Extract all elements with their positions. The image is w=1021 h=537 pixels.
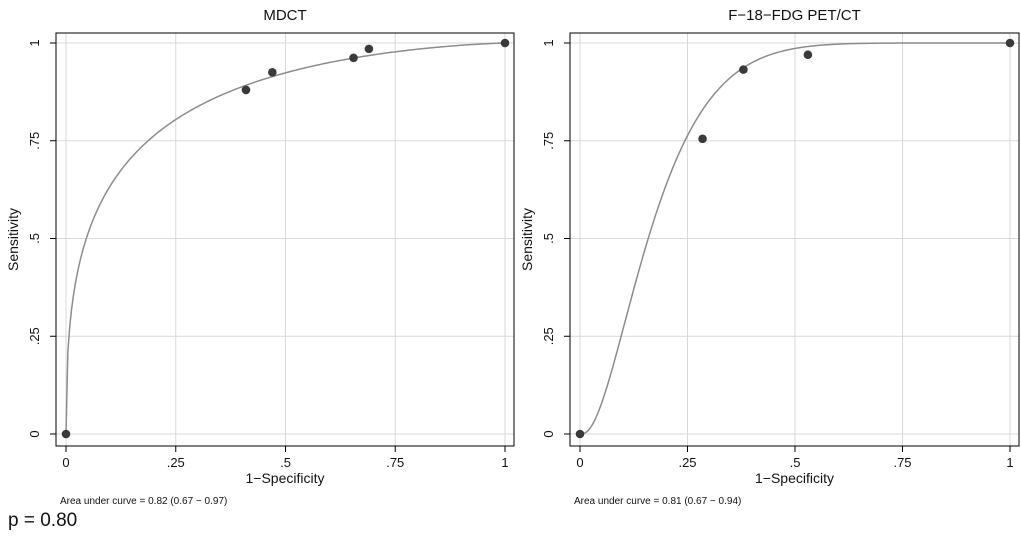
y-tick-label: .5 [27,233,42,244]
y-tick-label: .75 [27,132,42,150]
fitted-roc-curve [579,42,1010,435]
mdct-roc-panel: 0 0 .25 .25 .5 .5 .75 .75 1 1 MDCT 1−Specificity Sen… [5,7,515,507]
roc-point [61,429,71,439]
panel-title: F−18−FDG PET/CT [728,7,861,24]
roc-point [1005,38,1015,48]
x-tick-label: 0 [576,455,583,470]
roc-point [575,429,585,439]
y-axis-label: Sensitivity [5,208,21,271]
roc-point [698,134,707,144]
x-tick-label: 1 [1006,455,1013,470]
y-tick-label: 0 [541,430,556,437]
roc-point [500,38,510,48]
roc-point [364,44,374,54]
y-axis-label: Sensitivity [519,208,535,271]
x-tick-label: 1 [501,455,508,470]
roc-point [241,85,251,95]
x-tick-label: .25 [167,455,185,470]
y-tick-label: 1 [27,39,42,46]
x-axis-label: 1−Specificity [755,470,834,486]
auc-annotation: Area under curve = 0.81 (0.67 − 0.94) [574,496,741,507]
roc-point [349,53,358,63]
y-tick-label: .5 [541,233,556,244]
x-tick-label: .25 [678,455,696,470]
y-tick-label: .25 [27,327,42,345]
pet-ct-roc-panel: 0 0 .25 .25 .5 .5 .75 .75 1 1 F−18−FDG PET/CT 1−Spe… [519,7,1020,507]
roc-point [268,68,277,77]
y-tick-label: 0 [27,430,42,437]
x-tick-label: .75 [893,455,911,470]
x-tick-label: .5 [280,455,291,470]
x-tick-label: .75 [386,455,404,470]
roc-point [803,50,813,60]
roc-point [739,65,748,74]
panel-title: MDCT [263,7,306,24]
y-tick-label: 1 [541,39,556,46]
fitted-roc-curve [65,42,506,435]
p-value-text: p = 0.80 [8,510,77,531]
y-tick-label: .25 [541,327,556,345]
x-tick-label: .5 [790,455,801,470]
auc-annotation: Area under curve = 0.82 (0.67 − 0.97) [60,496,227,507]
y-tick-label: .75 [541,132,556,150]
x-axis-label: 1−Specificity [246,470,325,486]
x-tick-label: 0 [62,455,69,470]
